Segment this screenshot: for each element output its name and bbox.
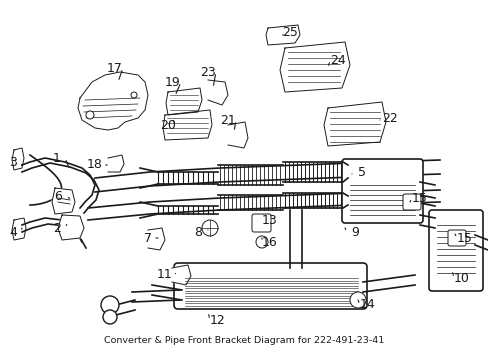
Text: 19: 19 [165,76,181,89]
Circle shape [256,236,267,248]
Polygon shape [265,25,299,45]
Polygon shape [207,80,227,105]
Circle shape [86,111,94,119]
Text: 23: 23 [200,66,215,78]
Text: 13: 13 [262,213,277,226]
Text: 20: 20 [160,118,176,131]
Polygon shape [163,110,212,140]
Text: 5: 5 [357,166,365,179]
FancyBboxPatch shape [251,214,270,232]
Text: 11: 11 [157,269,173,282]
Polygon shape [324,102,385,146]
Text: 6: 6 [54,189,62,202]
Text: 17: 17 [107,62,122,75]
Text: 18: 18 [87,158,103,171]
Circle shape [103,310,117,324]
Polygon shape [227,122,247,148]
FancyBboxPatch shape [341,159,422,223]
Polygon shape [12,218,26,240]
Text: 1: 1 [53,152,61,165]
Circle shape [349,292,365,308]
Text: Converter & Pipe Front Bracket Diagram for 222-491-23-41: Converter & Pipe Front Bracket Diagram f… [104,336,384,345]
FancyBboxPatch shape [174,263,366,309]
Text: 14: 14 [359,298,375,311]
FancyBboxPatch shape [428,210,482,291]
Polygon shape [165,88,202,115]
FancyBboxPatch shape [447,230,465,246]
Polygon shape [108,155,124,172]
Text: 24: 24 [329,54,345,67]
Polygon shape [172,265,191,285]
Text: 25: 25 [282,26,297,39]
Text: 12: 12 [210,314,225,327]
Polygon shape [148,228,164,250]
Circle shape [202,220,218,236]
Text: 10: 10 [453,271,469,284]
Polygon shape [52,188,75,214]
Text: 21: 21 [220,113,235,126]
Polygon shape [280,42,349,92]
Circle shape [131,92,137,98]
Text: 9: 9 [350,225,358,238]
Polygon shape [58,215,84,240]
Text: 22: 22 [381,112,397,125]
Circle shape [101,296,119,314]
Text: 3: 3 [9,156,17,168]
FancyBboxPatch shape [402,194,420,210]
Text: 8: 8 [194,225,202,238]
Polygon shape [12,148,24,170]
Text: 2: 2 [53,221,61,234]
Text: 16: 16 [262,235,277,248]
Text: 15: 15 [456,231,472,244]
Text: 4: 4 [9,225,17,238]
Polygon shape [78,72,148,130]
Text: 7: 7 [143,231,152,244]
Text: 15: 15 [411,192,427,204]
